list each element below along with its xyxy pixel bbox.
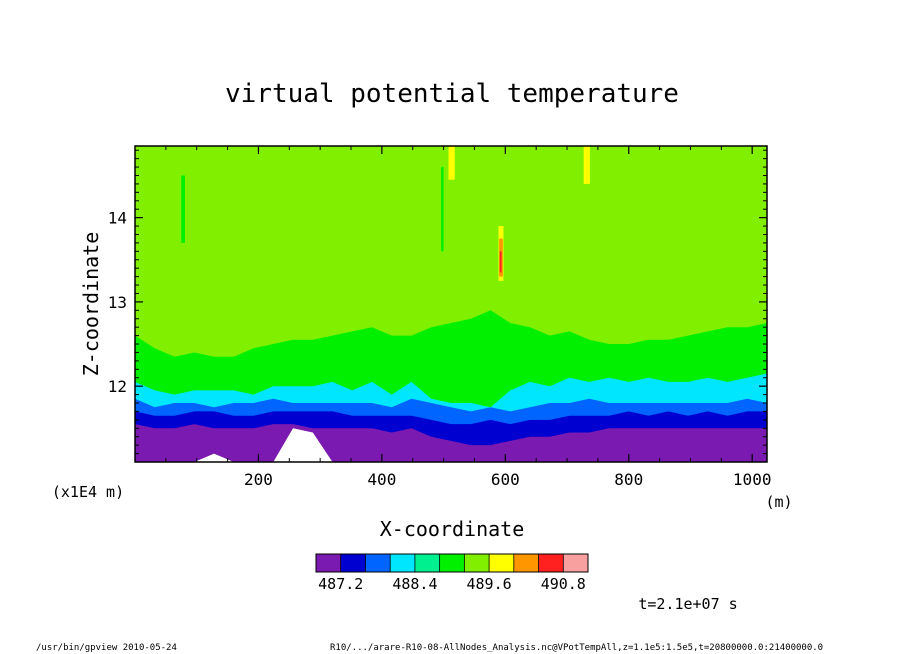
y-tick-label: 14 [108,209,127,228]
chart-title: virtual potential temperature [225,79,679,109]
x-axis-label: X-coordinate [380,517,525,541]
x-tick-label: 1000 [733,470,772,489]
colorbar-label: 489.6 [467,575,512,593]
colorbar-label: 487.2 [318,575,363,593]
y-tick-label: 13 [108,293,127,312]
colorbar-swatch [464,554,490,572]
contour-feature-1 [448,146,455,180]
contour-feature-5 [499,251,502,273]
colorbar-frame [315,553,589,573]
y-scale-note: (x1E4 m) [52,483,124,501]
x-tick-label: 800 [614,470,643,489]
colorbar: 487.2 488.4 489.6 490.8 [315,553,589,593]
colorbar-label: 488.4 [392,575,437,593]
x-units-label: (m) [765,493,792,511]
contour-band-5 [135,428,767,462]
colorbar-swatch [538,554,564,572]
colorbar-swatch [414,554,440,572]
y-axis-label: Z-coordinate [79,232,103,377]
y-tick-label: 12 [108,377,127,396]
colorbar-swatch [340,554,366,572]
footer-right: R10/.../arare-R10-08-AllNodes_Analysis.n… [330,643,823,653]
colorbar-swatch [439,554,465,572]
contour-feature-2 [583,146,590,184]
colorbar-swatch [316,554,341,572]
plot-frame [134,145,768,463]
colorbar-label: 490.8 [541,575,586,593]
axis-ticks: 200 400 600 800 1000 12 13 14 [108,146,772,489]
footer-left: /usr/bin/gpview 2010-05-24 [36,643,177,653]
colorbar-swatch [365,554,391,572]
colorbar-swatch [563,554,588,572]
time-label: t=2.1e+07 s [638,595,737,613]
colorbar-swatch [513,554,539,572]
colorbar-swatch [489,554,514,572]
x-tick-label: 200 [244,470,273,489]
x-tick-label: 400 [367,470,396,489]
contour-feature-6 [181,175,185,243]
colorbar-swatch [390,554,415,572]
x-tick-label: 600 [491,470,520,489]
plot-area [135,146,767,462]
contour-feature-7 [441,167,444,252]
